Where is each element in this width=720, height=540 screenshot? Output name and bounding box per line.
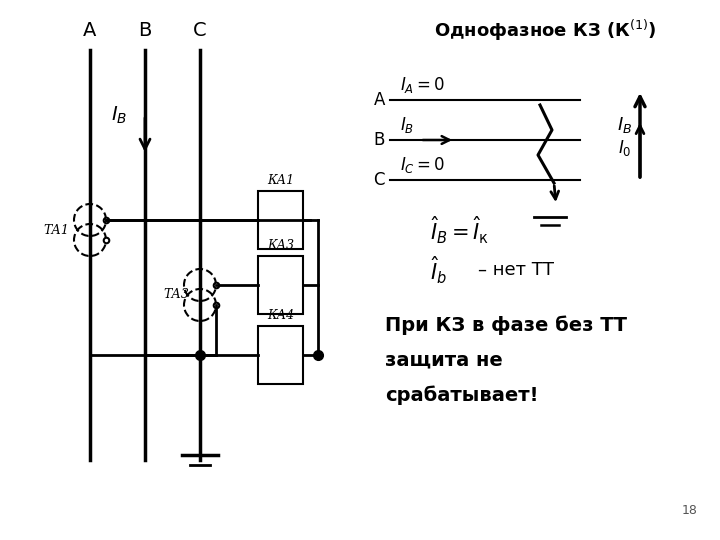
Text: ТА1: ТА1	[43, 224, 69, 237]
Text: КА1: КА1	[267, 174, 294, 187]
Text: $\mathit{I_B}$: $\mathit{I_B}$	[400, 115, 414, 135]
Text: C: C	[193, 21, 207, 40]
Text: защита не: защита не	[385, 350, 503, 369]
Text: B: B	[138, 21, 152, 40]
Text: B: B	[374, 131, 385, 149]
Bar	[258, 191, 303, 249]
Text: 18: 18	[682, 503, 698, 516]
Text: При КЗ в фазе без ТТ: При КЗ в фазе без ТТ	[385, 315, 627, 335]
Text: $\mathit{\hat{I}_B = \hat{I}_\mathrm{к}}$: $\mathit{\hat{I}_B = \hat{I}_\mathrm{к}}…	[430, 214, 490, 246]
Text: – нет ТТ: – нет ТТ	[478, 261, 554, 279]
Text: A: A	[374, 91, 385, 109]
Text: $\mathit{I_C = 0}$: $\mathit{I_C = 0}$	[400, 155, 446, 175]
Bar	[258, 256, 303, 314]
Text: $\mathit{I_A = 0}$: $\mathit{I_A = 0}$	[400, 75, 445, 95]
Text: Однофазное КЗ (К$^{(1)}$): Однофазное КЗ (К$^{(1)}$)	[434, 17, 656, 43]
Text: КА3: КА3	[267, 239, 294, 252]
Text: C: C	[374, 171, 385, 189]
Bar	[258, 326, 303, 384]
Text: A: A	[84, 21, 96, 40]
Text: $\mathit{I_0}$: $\mathit{I_0}$	[618, 138, 632, 158]
Text: КА4: КА4	[267, 309, 294, 322]
Text: срабатывает!: срабатывает!	[385, 385, 539, 405]
Text: ТА3: ТА3	[163, 288, 189, 301]
Text: $\mathit{I_B}$: $\mathit{I_B}$	[617, 115, 632, 135]
Text: $\mathit{I_B}$: $\mathit{I_B}$	[111, 104, 127, 126]
Text: $\mathit{\hat{I}_b}$: $\mathit{\hat{I}_b}$	[430, 254, 447, 286]
